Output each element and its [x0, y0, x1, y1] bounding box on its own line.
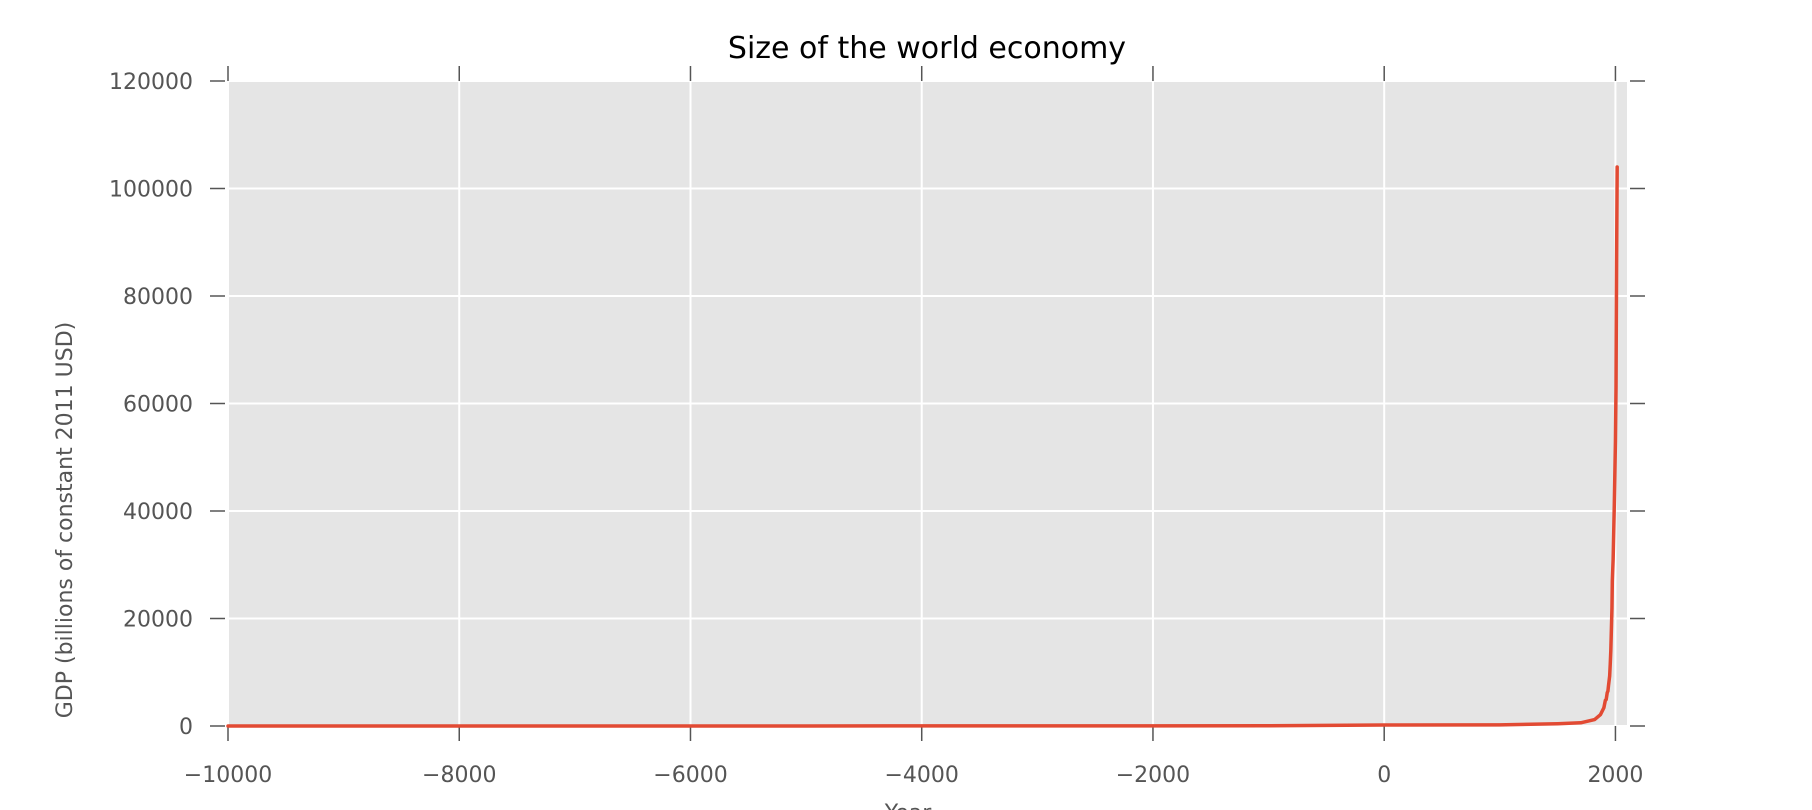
- x-tick-label: −10000: [184, 763, 272, 788]
- x-tick-label: −4000: [885, 763, 959, 788]
- x-tick-label: 2000: [1587, 763, 1643, 788]
- gdp-series-line: [226, 165, 1619, 728]
- chart-title: Size of the world economy: [728, 31, 1126, 66]
- y-tick-label: 0: [179, 715, 193, 740]
- series-group: [226, 165, 1619, 728]
- x-tick-label: −8000: [422, 763, 496, 788]
- y-axis-label: GDP (billions of constant 2011 USD): [53, 322, 78, 719]
- x-tick-label: 0: [1377, 763, 1391, 788]
- y-tick-label: 20000: [123, 608, 193, 633]
- y-tick-label: 60000: [123, 393, 193, 418]
- y-tick-label: 100000: [109, 178, 193, 203]
- axis-ticks: [210, 66, 1645, 741]
- y-tick-label: 120000: [109, 70, 193, 95]
- x-axis-label: Year: [884, 801, 933, 810]
- y-tick-label: 40000: [123, 500, 193, 525]
- tick-labels: −10000 −8000 −6000 −4000 −2000 0 2000020000400…: [109, 70, 1643, 788]
- y-tick-label: 80000: [123, 285, 193, 310]
- x-tick-label: −2000: [1116, 763, 1190, 788]
- x-tick-label: −6000: [653, 763, 727, 788]
